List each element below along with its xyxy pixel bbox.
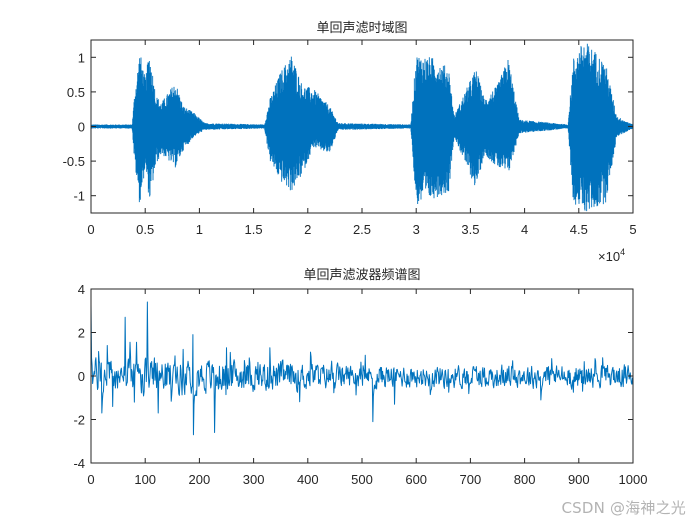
x-tick-label: 5 bbox=[629, 222, 636, 237]
watermark: CSDN @海神之光 bbox=[561, 499, 686, 517]
x-tick-label: 200 bbox=[189, 472, 211, 487]
x-tick-label: 2 bbox=[304, 222, 311, 237]
y-tick-label: 0 bbox=[78, 120, 85, 135]
x-tick-label: 3 bbox=[413, 222, 420, 237]
x-tick-label: 100 bbox=[134, 472, 156, 487]
y-tick-label: 1 bbox=[78, 50, 85, 65]
time-domain-title: 单回声滤时域图 bbox=[316, 21, 407, 36]
time-domain-axes: 单回声滤时域图 0 0.5 1 1.5 2 2.5 3 3.5 4 4.5 5 -1 -0.5 0 0.5 1… bbox=[63, 21, 637, 264]
x-tick-label: 500 bbox=[351, 472, 373, 487]
y-tick-label: 2 bbox=[78, 326, 85, 341]
y-tick-label: 0 bbox=[78, 369, 85, 384]
y-tick-label: -4 bbox=[73, 456, 85, 471]
y-tick-label: 4 bbox=[78, 282, 85, 297]
x-tick-label: 1 bbox=[196, 222, 203, 237]
spectrum-line bbox=[90, 301, 633, 436]
y-tick-label: -1 bbox=[73, 189, 85, 204]
x-tick-label: 1.5 bbox=[245, 222, 263, 237]
x-tick-label: 4.5 bbox=[570, 222, 588, 237]
time-domain-ticks: 0 0.5 1 1.5 2 2.5 3 3.5 4 4.5 5 -1 -0.5 0 0.5 1 bbox=[63, 40, 637, 237]
x-tick-label: 2.5 bbox=[353, 222, 371, 237]
spectrum-ticks: 0 100 200 300 400 500 600 700 800 900 1000 -4 -2 0 2 4 bbox=[73, 282, 647, 487]
x-tick-label: 600 bbox=[405, 472, 427, 487]
x-tick-label: 4 bbox=[521, 222, 528, 237]
x-tick-label: 700 bbox=[460, 472, 482, 487]
spectrum-title: 单回声滤波器频谱图 bbox=[303, 268, 420, 283]
x-tick-label: 0 bbox=[87, 222, 94, 237]
x-exponent-label: ×104 bbox=[598, 247, 625, 264]
waveform-path bbox=[90, 43, 634, 212]
x-tick-label: 1000 bbox=[619, 472, 648, 487]
x-tick-label: 800 bbox=[514, 472, 536, 487]
x-tick-label: 400 bbox=[297, 472, 319, 487]
x-tick-label: 3.5 bbox=[461, 222, 479, 237]
x-tick-label: 300 bbox=[243, 472, 265, 487]
spectrum-axes: 单回声滤波器频谱图 0 100 200 300 400 500 600 700 800 900 10… bbox=[73, 268, 647, 487]
y-tick-label: 0.5 bbox=[67, 85, 85, 100]
time-domain-signal-line bbox=[90, 43, 634, 212]
spectrum-path bbox=[90, 301, 633, 436]
x-tick-label: 0 bbox=[87, 472, 94, 487]
x-tick-label: 900 bbox=[568, 472, 590, 487]
y-tick-label: -0.5 bbox=[63, 154, 85, 169]
x-tick-label: 0.5 bbox=[136, 222, 154, 237]
y-tick-label: -2 bbox=[73, 413, 85, 428]
